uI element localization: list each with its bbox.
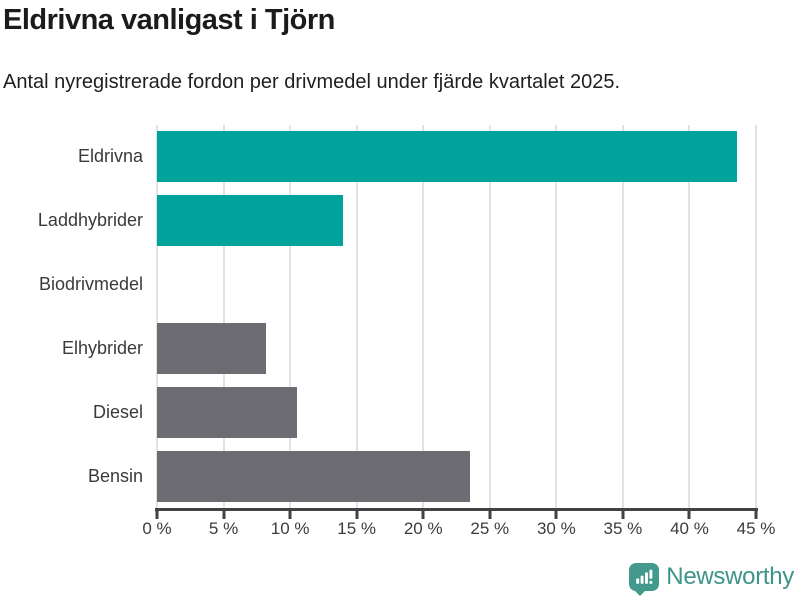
plot-area: 0 % 5 % 10 % 15 % 20 % 25 % 30 % 35 % 40 % 45 % xyxy=(142,125,775,538)
y-label-diesel: Diesel xyxy=(92,401,143,422)
gridline xyxy=(555,125,558,508)
chart-subtitle: Antal nyregistrerade fordon per drivmede… xyxy=(3,71,621,93)
bar-eldrivna xyxy=(157,131,738,183)
bar-row xyxy=(157,125,758,189)
x-axis-tick xyxy=(621,511,625,519)
bar-row xyxy=(157,253,758,317)
x-axis-tick xyxy=(288,511,292,519)
gridline xyxy=(755,125,757,508)
x-tick-label: 10 % xyxy=(270,519,310,538)
gridline xyxy=(289,125,292,508)
y-label-bensin: Bensin xyxy=(87,465,143,486)
bar-diesel xyxy=(157,386,297,438)
y-label-biodrivmedel: Biodrivmedel xyxy=(38,274,143,295)
x-tick-label: 45 % xyxy=(736,519,776,538)
gridline xyxy=(222,125,225,508)
x-axis-tick xyxy=(554,511,558,519)
gridline xyxy=(621,125,624,508)
x-axis-tick xyxy=(355,511,359,519)
y-label-elhybrider: Elhybrider xyxy=(61,337,143,358)
gridline xyxy=(422,125,425,508)
bar-bensin xyxy=(157,450,470,502)
bar-row xyxy=(157,316,758,380)
x-tick-label: 20 % xyxy=(403,519,443,538)
x-axis-tick xyxy=(155,511,159,519)
y-axis-labels: Eldrivna Laddhybrider Biodrivmedel Elhybrid… xyxy=(0,125,143,508)
x-tick-label: 5 % xyxy=(208,519,239,538)
x-tick-label: 0 % xyxy=(142,519,172,538)
bar-row xyxy=(157,380,758,444)
brand-wordmark: Newsworthy xyxy=(666,563,794,590)
bar-row xyxy=(157,189,758,253)
gridline xyxy=(688,125,691,508)
x-tick-label: 15 % xyxy=(337,519,377,538)
gridline xyxy=(488,125,491,508)
x-axis-tick xyxy=(687,511,691,519)
x-axis-tick xyxy=(222,511,226,519)
x-tick-label: 25 % xyxy=(470,519,510,538)
y-label-eldrivna: Eldrivna xyxy=(77,146,143,167)
bar-chart-speech-bubble-icon xyxy=(629,563,660,596)
bar-elhybrider xyxy=(157,322,267,374)
y-label-laddhybrider: Laddhybrider xyxy=(37,210,143,231)
x-axis-tick xyxy=(421,511,425,519)
x-axis-tick xyxy=(488,511,492,519)
chart-title: Eldrivna vanligast i Tjörn xyxy=(3,4,335,36)
bar-row xyxy=(157,444,758,508)
bar-laddhybrider xyxy=(157,195,344,247)
x-tick-label: 35 % xyxy=(603,519,643,538)
gridline xyxy=(156,125,158,508)
bar-rows xyxy=(157,125,758,508)
x-tick-label: 30 % xyxy=(536,519,576,538)
x-axis-tick xyxy=(754,511,758,519)
x-tick-label: 40 % xyxy=(670,519,709,538)
newsworthy-brand-link[interactable]: Newsworthy xyxy=(629,563,794,596)
x-axis-line xyxy=(155,508,758,511)
gridline xyxy=(355,125,358,508)
